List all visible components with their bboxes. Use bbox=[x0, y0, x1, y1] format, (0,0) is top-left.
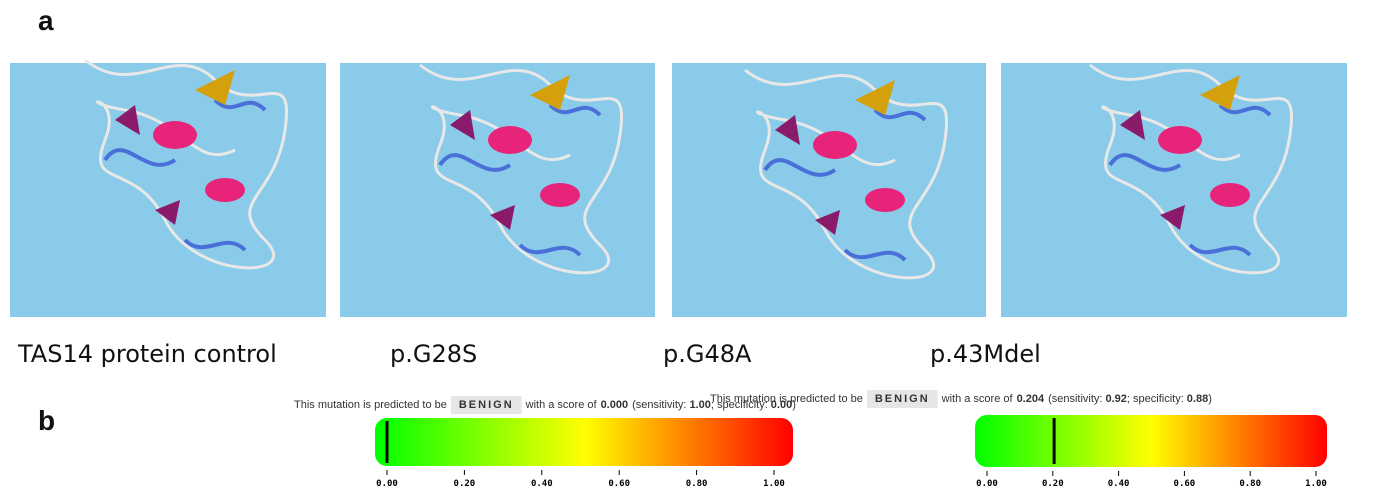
tick-label: 1.00 bbox=[1305, 479, 1327, 488]
structure-image bbox=[10, 60, 326, 317]
tick-label: 0.40 bbox=[1108, 479, 1130, 488]
figure: a TAS14 protein control p.G28S p.G48A p.… bbox=[0, 0, 1400, 488]
score-bar bbox=[975, 415, 1327, 467]
text-part: ) bbox=[1208, 393, 1212, 405]
text-part: 0.92 bbox=[1106, 393, 1127, 405]
prediction-text: This mutation is predicted to be BENIGN wi… bbox=[710, 393, 1212, 405]
caption: p.G48A bbox=[663, 340, 752, 368]
tick-label: 1.00 bbox=[763, 479, 785, 488]
tick-label: 0.60 bbox=[1174, 479, 1196, 488]
panel-label: b bbox=[38, 405, 55, 436]
text-part: 0.000 bbox=[601, 399, 629, 411]
caption: TAS14 protein control bbox=[17, 340, 277, 368]
text-part: (sensitivity: bbox=[1048, 393, 1102, 405]
text-part: BENIGN bbox=[875, 393, 930, 405]
text-part: 1.00 bbox=[690, 399, 711, 411]
structure-image bbox=[1001, 63, 1347, 317]
text-part: with a score of bbox=[941, 393, 1014, 405]
tick-label: 0.00 bbox=[976, 479, 998, 488]
caption: p.43Mdel bbox=[930, 340, 1041, 368]
tick-label: 0.20 bbox=[1042, 479, 1064, 488]
text-part: This mutation is predicted to be bbox=[294, 399, 447, 411]
text-part: 0.204 bbox=[1017, 393, 1045, 405]
structure-image bbox=[340, 63, 655, 317]
structure-image bbox=[672, 63, 986, 317]
panel-label: a bbox=[38, 5, 54, 36]
tick-label: 0.00 bbox=[376, 479, 398, 488]
tick-label: 0.60 bbox=[608, 479, 630, 488]
text-part: ; specificity: bbox=[1127, 393, 1184, 405]
text-part: (sensitivity: bbox=[632, 399, 686, 411]
tick-label: 0.80 bbox=[686, 479, 708, 488]
tick-label: 0.80 bbox=[1239, 479, 1261, 488]
tick-label: 0.20 bbox=[454, 479, 476, 488]
score-bar bbox=[375, 418, 793, 466]
tick-label: 0.40 bbox=[531, 479, 553, 488]
text-part: with a score of bbox=[525, 399, 598, 411]
text-part: BENIGN bbox=[459, 399, 514, 411]
text-part: This mutation is predicted to be bbox=[710, 393, 863, 405]
text-part: 0.88 bbox=[1187, 393, 1208, 405]
caption: p.G28S bbox=[390, 340, 477, 368]
